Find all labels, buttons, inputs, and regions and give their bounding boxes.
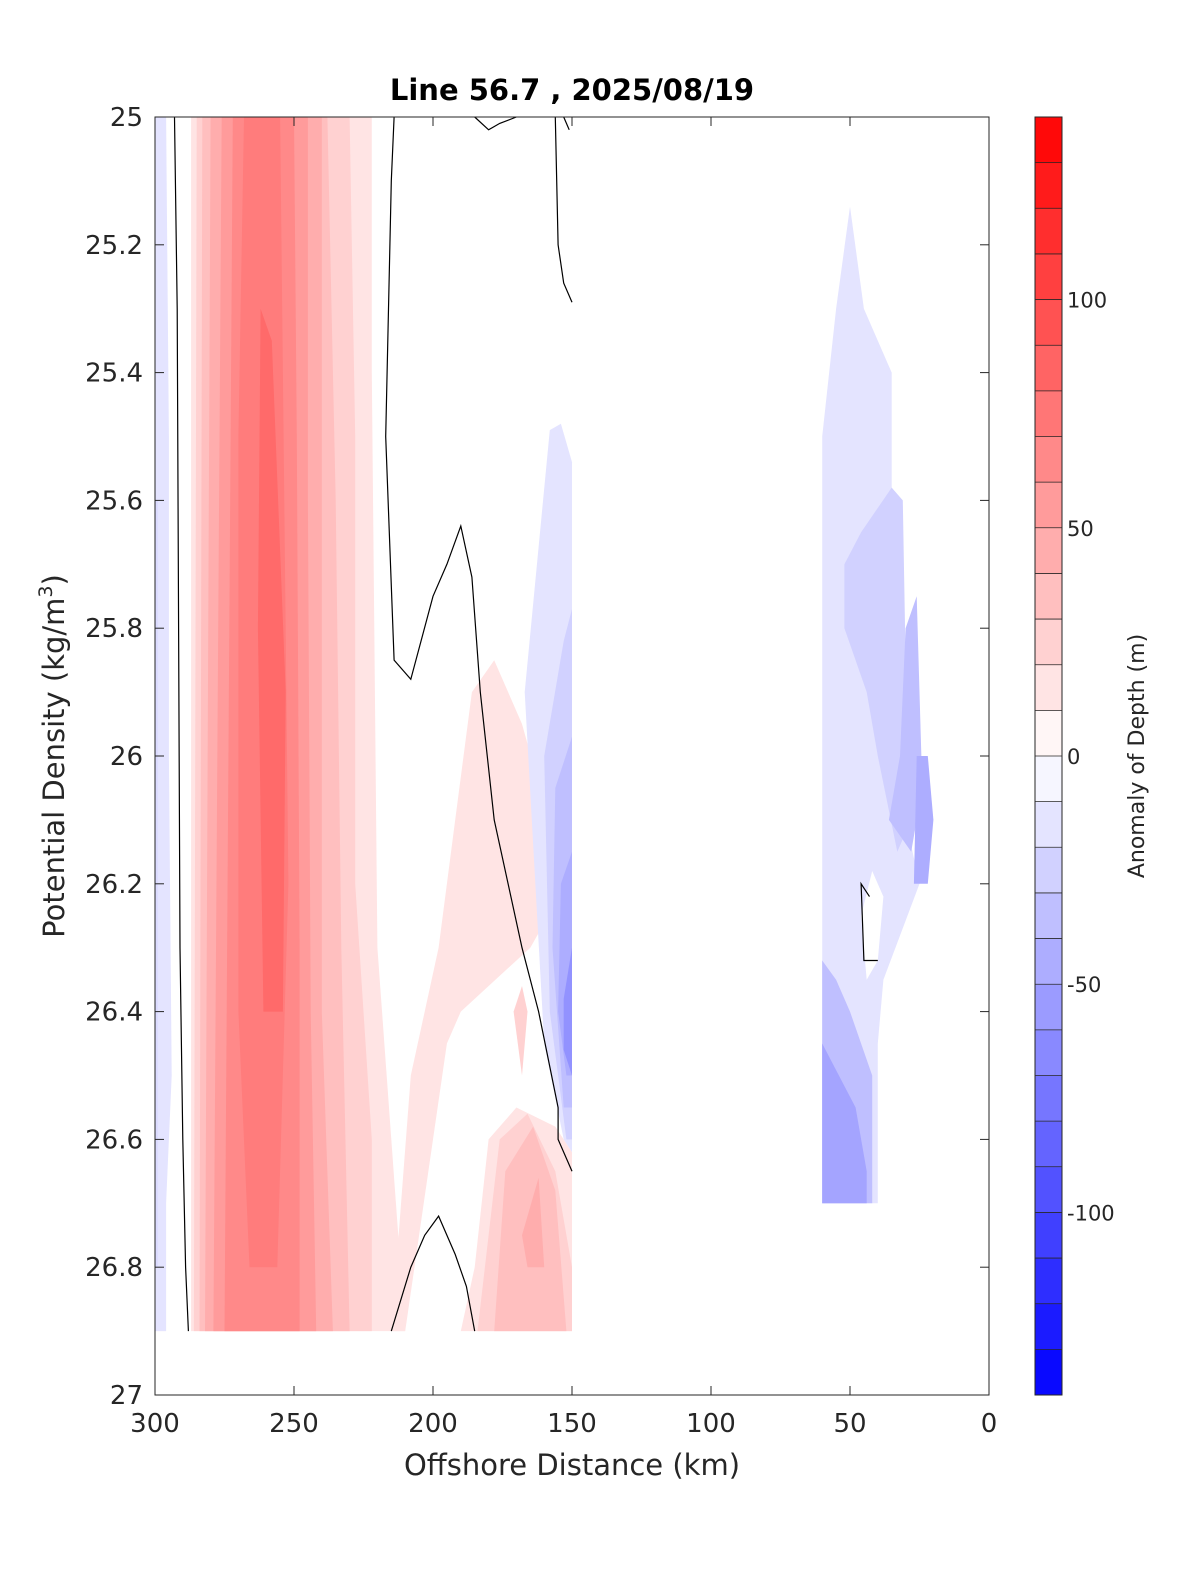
y-axis-label: Potential Density (kg/m3) <box>35 574 71 938</box>
x-tick-label: 250 <box>269 1409 319 1439</box>
colorbar-segment <box>1035 1166 1062 1213</box>
colorbar-segment <box>1035 299 1062 346</box>
colorbar-segment <box>1035 436 1062 483</box>
contour-region-16 <box>513 986 528 1076</box>
colorbar-segment <box>1035 1258 1062 1305</box>
contour-fill <box>155 117 934 1332</box>
y-tick-label: 25.4 <box>85 359 143 389</box>
colorbar-segment <box>1035 253 1062 301</box>
colorbar-segment <box>1035 345 1062 392</box>
y-tick-label: 25.2 <box>85 231 143 261</box>
contour-region-25 <box>913 756 934 884</box>
colorbar-tick-label: 100 <box>1067 289 1107 313</box>
x-axis-label: Offshore Distance (km) <box>404 1448 740 1482</box>
contour-region-24 <box>888 596 923 852</box>
x-tick-label: 150 <box>547 1409 597 1439</box>
zero-contour-5 <box>390 1214 476 1332</box>
x-tick-label: 200 <box>408 1409 458 1439</box>
colorbar-segment <box>1035 801 1062 848</box>
y-tick-label: 26.8 <box>85 1253 143 1283</box>
colorbar-label: Anomaly of Depth (m) <box>1125 634 1150 878</box>
colorbar-tick-label: 50 <box>1067 517 1094 541</box>
y-axis-label-superscript: 3 <box>35 585 57 597</box>
x-tick-label: 300 <box>130 1409 180 1439</box>
colorbar-segment <box>1035 756 1062 803</box>
zero-contour-1 <box>385 116 573 1172</box>
y-tick-label: 25.8 <box>85 614 143 644</box>
zero-contour-0 <box>173 116 189 1332</box>
colorbar-segment <box>1035 984 1062 1031</box>
colorbar-segment <box>1035 892 1062 940</box>
zero-contour-4 <box>563 116 570 131</box>
zero-contour-6 <box>860 881 878 962</box>
colorbar-segment <box>1035 847 1062 894</box>
y-tick-label: 25 <box>110 103 143 133</box>
colorbar-frame <box>1034 116 1063 1396</box>
colorbar-segment <box>1035 664 1062 711</box>
contour-region-27 <box>822 1043 867 1204</box>
colorbar-segment <box>1035 162 1062 209</box>
chart-title: Line 56.7 , 2025/08/19 <box>390 73 754 107</box>
y-tick-label: 26.4 <box>85 998 143 1028</box>
zero-contour-lines <box>173 116 878 1332</box>
contour-region-11 <box>391 660 567 1332</box>
colorbar-tick-label: -100 <box>1067 1201 1115 1225</box>
y-tick-label: 26.2 <box>85 870 143 900</box>
colorbar-segment <box>1035 1303 1062 1350</box>
y-tick-label: 27 <box>110 1381 143 1411</box>
colorbar-segment <box>1035 710 1062 757</box>
colorbar-segment <box>1035 117 1062 164</box>
x-tick-label: 50 <box>833 1409 866 1439</box>
colorbar-segment <box>1035 1029 1062 1076</box>
colorbar-segment <box>1035 1121 1062 1168</box>
y-tick-label: 26 <box>110 742 143 772</box>
x-tick-label: 0 <box>981 1409 998 1439</box>
contour-region-23 <box>844 487 917 852</box>
colorbar-segment <box>1035 938 1062 985</box>
colorbar-segment <box>1035 1075 1062 1122</box>
zero-contour-3 <box>554 116 573 303</box>
contour-region-15 <box>522 1177 545 1268</box>
y-tick-label: 25.6 <box>85 486 143 516</box>
zero-contour-2 <box>474 116 517 131</box>
colorbar-segment <box>1035 619 1062 666</box>
contour-region-10 <box>257 308 286 1012</box>
contour-region-28 <box>861 871 884 980</box>
contour-region-21 <box>563 947 572 1076</box>
colorbar-segment <box>1035 390 1062 437</box>
colorbar-segment <box>1035 573 1062 620</box>
contour-region-1 <box>155 117 172 1332</box>
colorbar-segment <box>1035 482 1062 529</box>
colorbar-tick-label: -50 <box>1067 973 1101 997</box>
y-tick-label: 26.6 <box>85 1125 143 1155</box>
colorbar-segment <box>1035 527 1062 574</box>
y-axis: 25 25.2 25.4 25.6 25.8 26 26.2 26.4 26.6 26.8 27 <box>85 103 989 1411</box>
colorbar-segment <box>1035 1212 1062 1259</box>
colorbar-segment <box>1035 208 1062 255</box>
colorbar: 100 50 0 -50 -100 <box>1035 117 1115 1396</box>
x-axis: 300 250 200 150 100 50 0 <box>130 117 997 1439</box>
y-axis-label-close: ) <box>37 574 71 585</box>
x-tick-label: 100 <box>686 1409 736 1439</box>
colorbar-segment <box>1035 1349 1062 1396</box>
colorbar-tick-label: 0 <box>1067 745 1080 769</box>
y-axis-label-main: Potential Density (kg/m <box>37 598 71 938</box>
